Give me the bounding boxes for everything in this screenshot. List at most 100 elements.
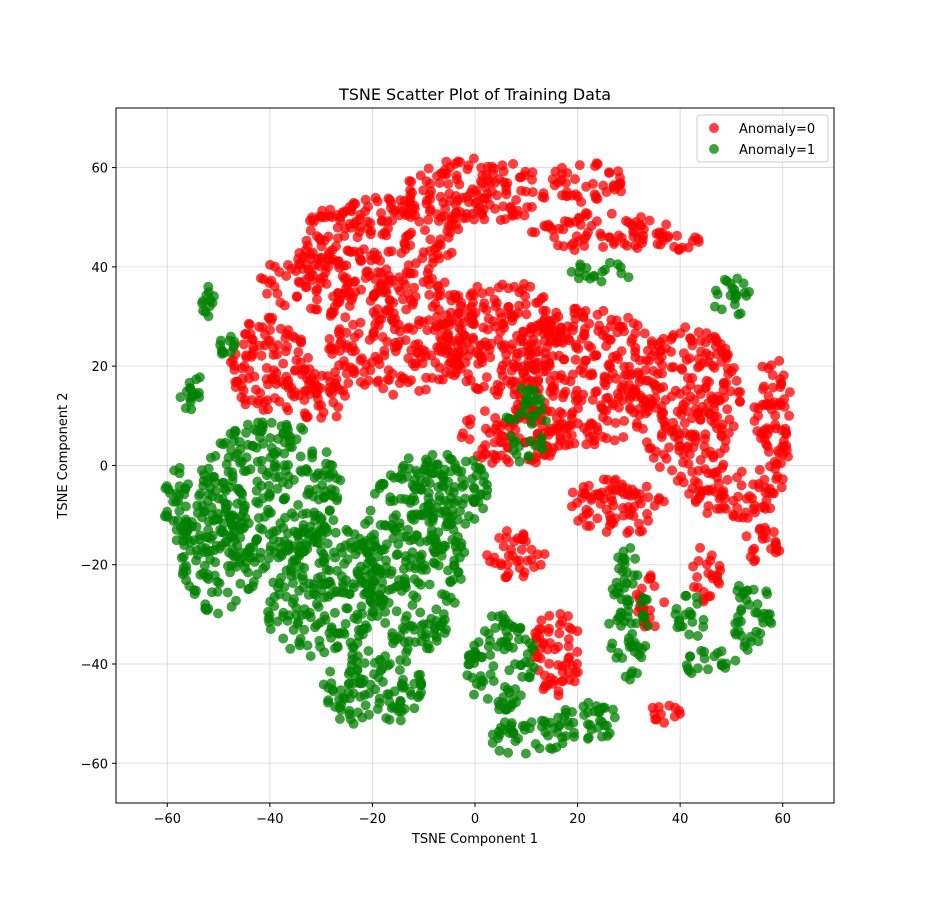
data-point [301, 508, 312, 519]
data-point [685, 651, 696, 662]
data-point [338, 627, 349, 638]
data-point [359, 379, 370, 390]
data-point [445, 519, 456, 530]
data-point [405, 240, 416, 251]
data-point [520, 186, 531, 197]
data-point [538, 292, 549, 302]
data-point [394, 522, 405, 533]
data-point [659, 717, 670, 728]
data-point [400, 551, 411, 562]
data-point [334, 714, 345, 724]
data-point [510, 362, 520, 373]
data-point [507, 339, 518, 350]
data-point [693, 327, 704, 338]
data-point [530, 227, 540, 238]
data-point [541, 719, 551, 730]
data-point [360, 700, 371, 711]
data-point [485, 650, 496, 660]
data-point [591, 216, 602, 227]
data-point [395, 715, 406, 726]
data-point [501, 526, 512, 537]
data-point [752, 599, 763, 610]
data-point [180, 403, 191, 414]
data-point [463, 511, 474, 522]
data-point [216, 345, 227, 355]
data-point [778, 370, 789, 381]
data-point [432, 459, 443, 470]
data-point [460, 456, 471, 467]
data-point [578, 389, 589, 400]
data-point [477, 353, 488, 364]
data-point [573, 343, 584, 354]
data-point [279, 494, 290, 505]
data-point [676, 471, 687, 482]
data-point [474, 462, 485, 473]
data-point [742, 645, 753, 655]
data-point [168, 516, 179, 526]
data-point [643, 375, 654, 386]
data-point [731, 290, 742, 301]
data-point [315, 641, 326, 652]
data-point [604, 485, 614, 496]
data-point [291, 355, 302, 366]
data-point [239, 361, 250, 371]
data-point [303, 264, 314, 275]
data-point [451, 354, 462, 365]
data-point [424, 289, 435, 300]
data-point [566, 430, 577, 441]
ticks: −60 −40 −20 0 20 40 60 −60 −40 −20 0 20 40 60 [81, 162, 791, 827]
data-point [707, 360, 718, 371]
data-point [270, 459, 281, 469]
data-point [303, 352, 313, 363]
data-point [693, 353, 704, 364]
legend-marker [709, 144, 719, 154]
data-point [286, 566, 297, 576]
data-point [225, 514, 236, 525]
data-point [457, 481, 468, 492]
data-point [468, 153, 479, 164]
data-point [417, 344, 428, 355]
data-point [410, 475, 420, 485]
data-point [554, 720, 564, 731]
data-point [570, 174, 580, 185]
data-point [350, 671, 361, 682]
data-point [443, 565, 454, 576]
data-point [608, 704, 618, 715]
data-point [501, 181, 512, 192]
data-point [498, 541, 509, 552]
data-point [264, 617, 275, 628]
data-point [416, 564, 427, 575]
data-point [311, 484, 322, 495]
data-point [777, 441, 788, 452]
data-point [241, 452, 252, 463]
data-point [212, 586, 223, 597]
data-point [226, 532, 237, 542]
data-point [453, 290, 464, 301]
data-point [544, 359, 555, 369]
data-point [583, 340, 594, 351]
data-point [374, 359, 385, 370]
data-point [749, 543, 760, 554]
data-point [232, 376, 243, 387]
data-point [498, 431, 509, 442]
data-point [604, 167, 614, 178]
data-point [585, 418, 596, 429]
data-point [518, 571, 529, 582]
data-point [503, 631, 514, 642]
data-point [491, 420, 502, 431]
data-point [553, 641, 564, 652]
data-point [238, 385, 249, 396]
data-point [520, 299, 531, 310]
data-point [370, 274, 381, 285]
data-point [195, 530, 205, 541]
data-point [336, 571, 347, 582]
data-point [463, 659, 474, 670]
data-point [535, 653, 546, 664]
data-point [243, 567, 253, 578]
data-point [777, 449, 788, 460]
data-point [289, 594, 300, 605]
data-point [296, 369, 307, 380]
data-point [471, 185, 482, 196]
data-point [733, 491, 744, 502]
data-point [343, 378, 354, 388]
